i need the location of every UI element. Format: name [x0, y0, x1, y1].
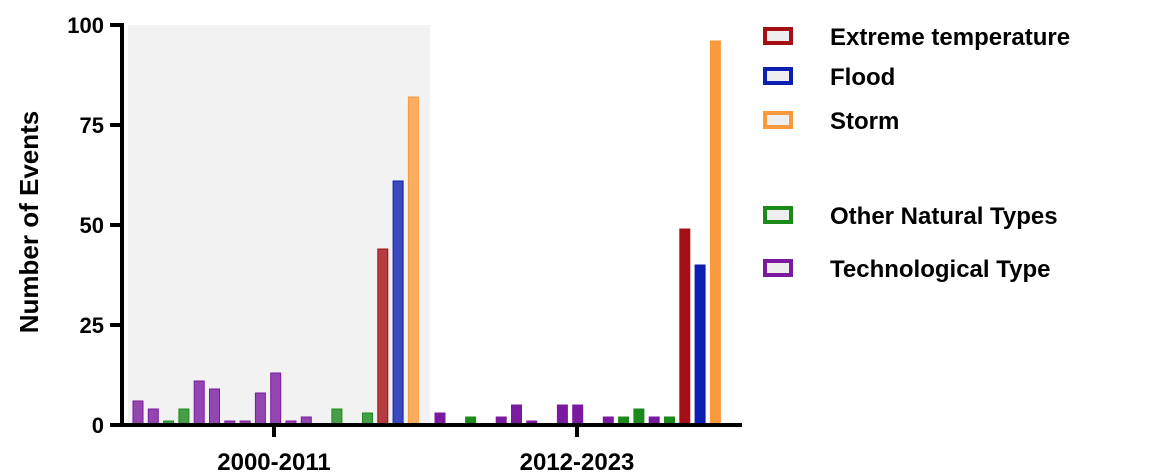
legend-label: Flood — [830, 64, 895, 91]
legend: Extreme temperature Flood Storm Other Natur… — [763, 24, 1070, 283]
bar-technological-type — [270, 372, 282, 426]
bar-extreme-temperature — [377, 248, 389, 426]
legend-label: Storm — [830, 108, 899, 135]
bar-technological-type — [254, 392, 266, 426]
bar-technological-type — [209, 388, 220, 426]
y-tick-label: 100 — [67, 13, 104, 38]
x-category-label: 2012-2023 — [520, 449, 635, 475]
bar-technological-type — [132, 400, 144, 426]
y-tick-label: 50 — [80, 213, 104, 238]
bar-storm — [407, 96, 419, 426]
bar-other-natural-types — [178, 408, 190, 426]
legend-swatch — [763, 206, 793, 224]
bar-other-natural-types — [331, 408, 343, 426]
bar-other-natural-types — [633, 408, 645, 426]
bar-flood — [694, 264, 706, 426]
y-tick-label: 75 — [80, 113, 104, 138]
bar-technological-type — [147, 408, 159, 426]
legend-swatch — [763, 111, 793, 129]
legend-swatch — [763, 27, 793, 45]
bar-technological-type — [556, 404, 568, 426]
y-tick-label: 0 — [92, 413, 104, 438]
bar-extreme-temperature — [679, 228, 691, 426]
y-tick-label: 25 — [80, 313, 104, 338]
bar-technological-type — [193, 380, 205, 426]
bar-technological-type — [572, 404, 584, 426]
bar-storm — [709, 40, 721, 426]
legend-label: Extreme temperature — [830, 24, 1070, 51]
x-category-label: 2000-2011 — [217, 449, 330, 475]
legend-label: Other Natural Types — [830, 203, 1058, 230]
x-ticks: 2000-2011 2012-2023 — [217, 425, 634, 475]
legend-label: Technological Type — [830, 256, 1050, 283]
legend-swatch — [763, 259, 793, 277]
y-axis-title: Number of Events — [14, 111, 44, 334]
bar-flood — [392, 180, 404, 426]
legend-swatch — [763, 67, 793, 85]
bar-technological-type — [511, 404, 522, 426]
y-ticks: 0 25 50 75 100 — [67, 13, 122, 438]
